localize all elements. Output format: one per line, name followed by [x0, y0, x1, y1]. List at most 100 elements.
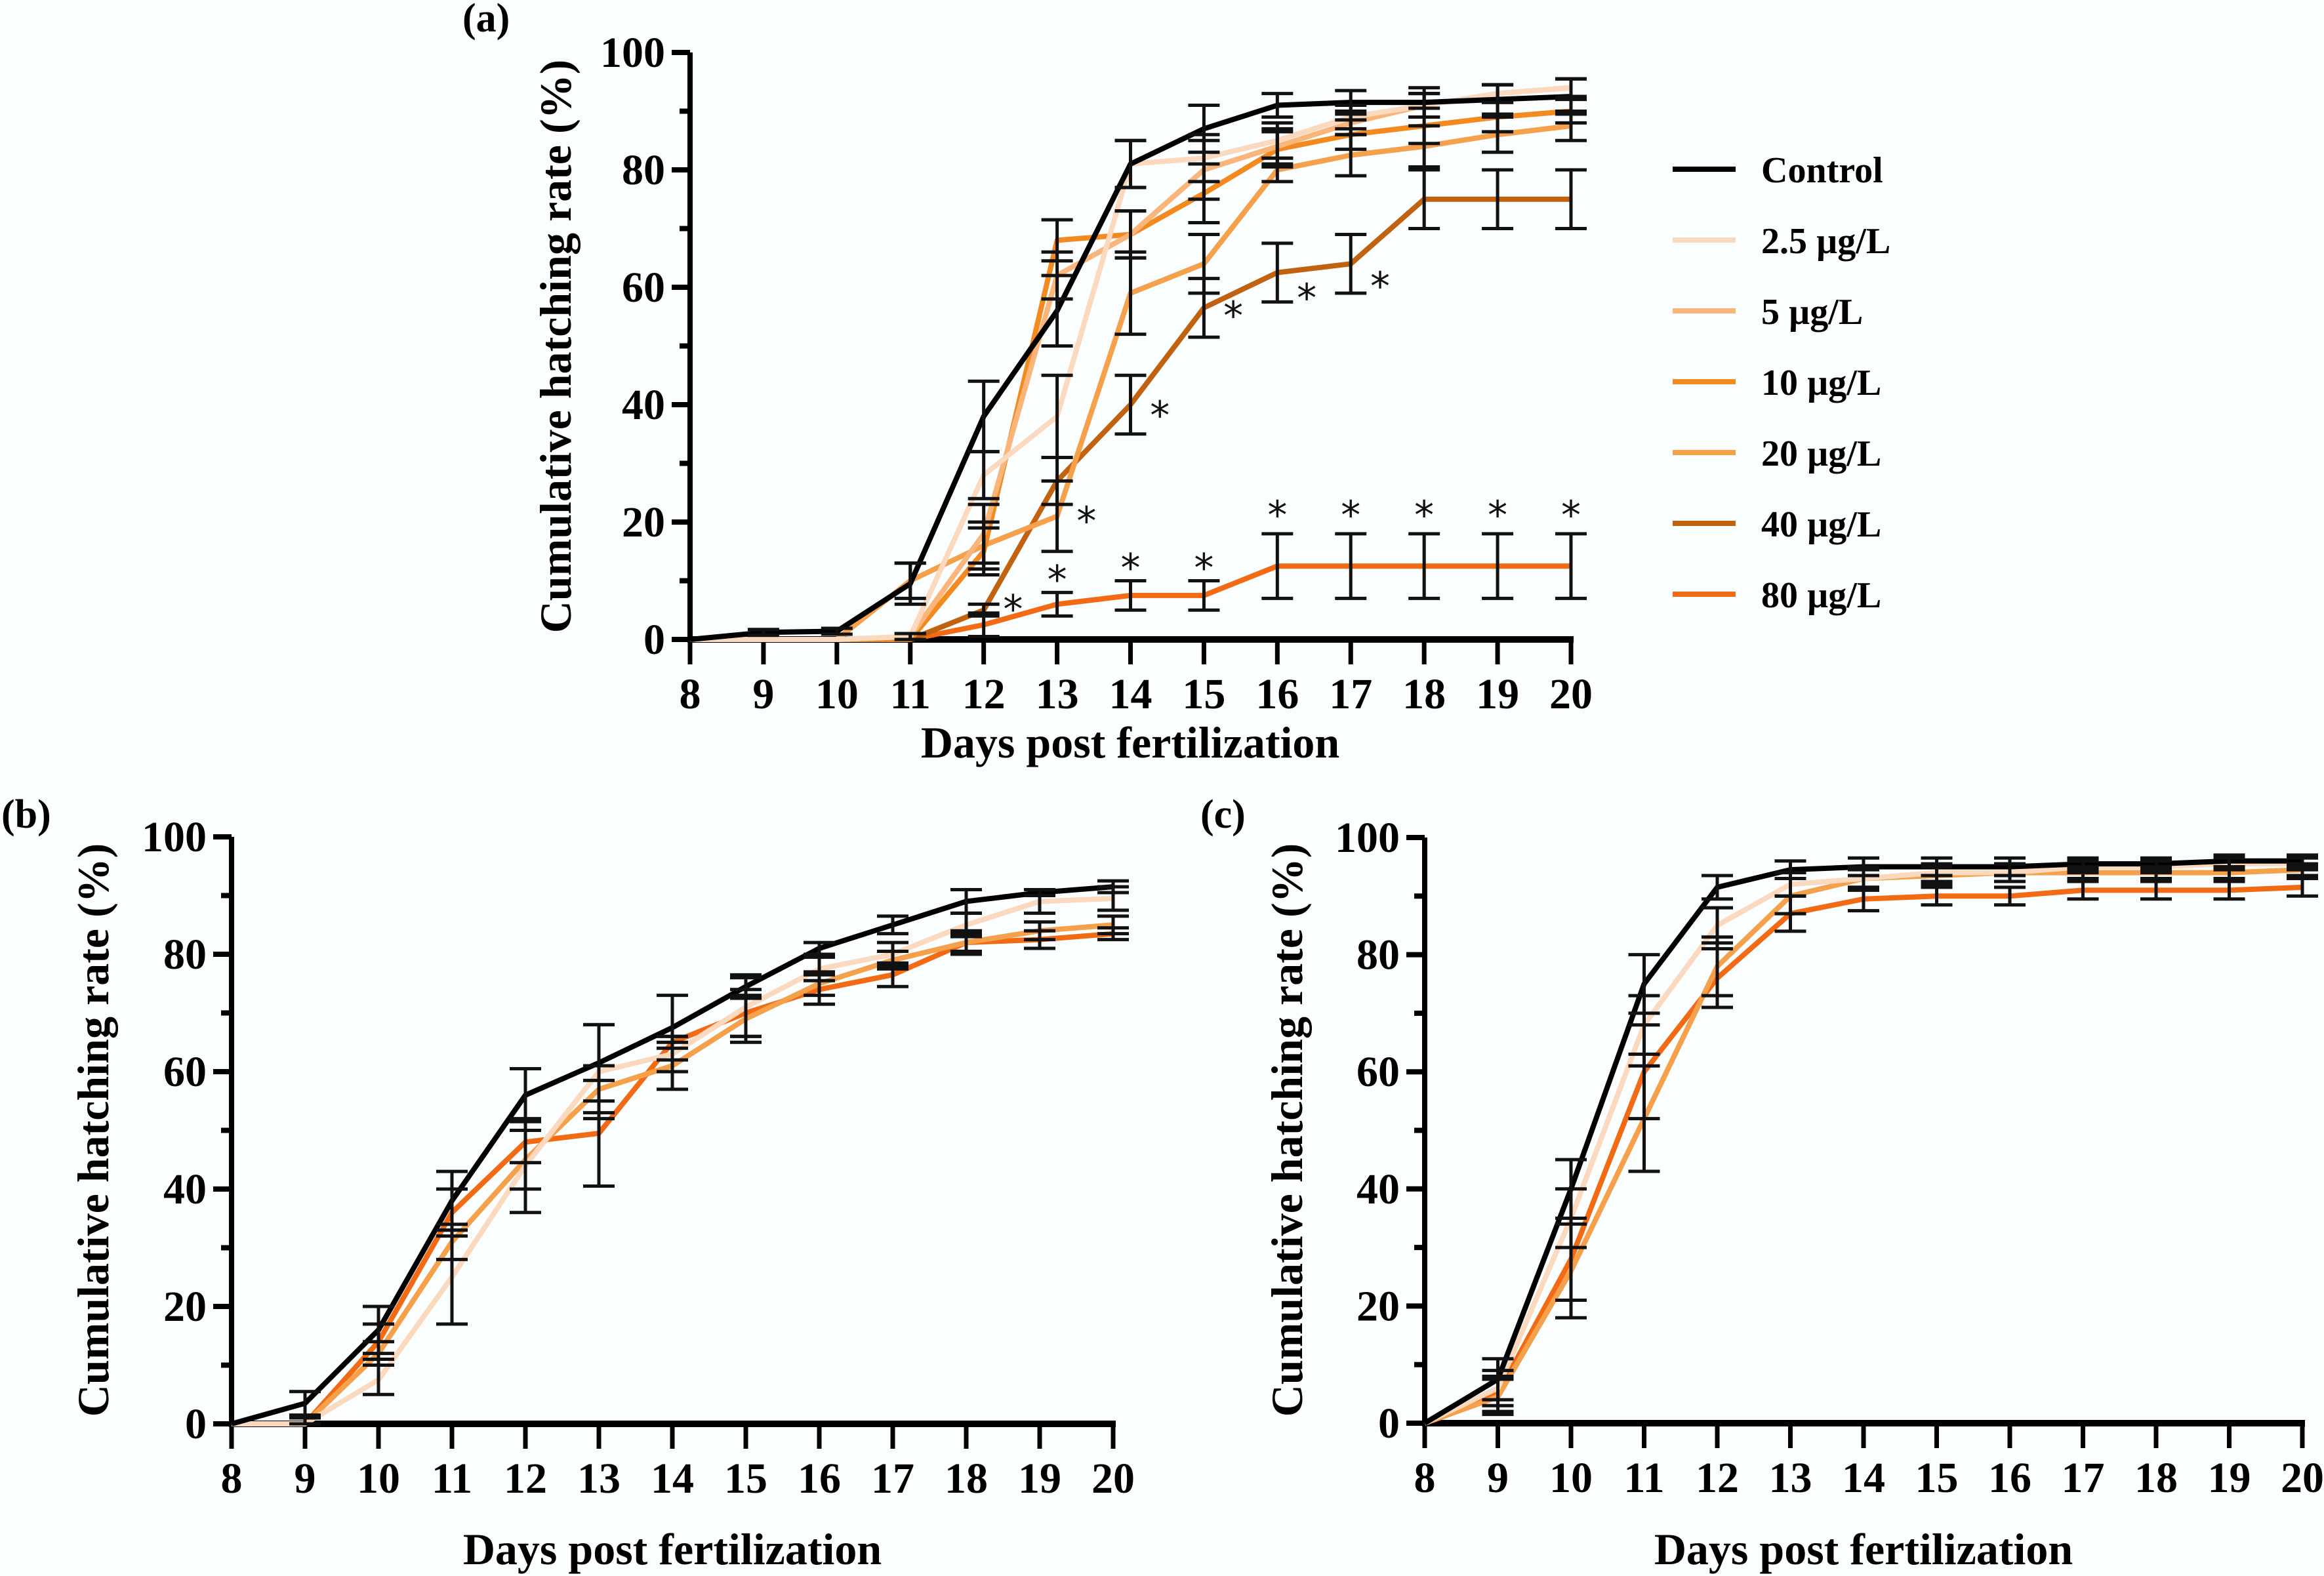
- significance-marker: *: [1341, 493, 1360, 538]
- significance-marker: *: [1194, 546, 1213, 592]
- error-bar: [1261, 532, 1294, 600]
- error-bar: [2067, 879, 2099, 901]
- error-bar: [2140, 879, 2172, 901]
- error-bar: [363, 1364, 394, 1396]
- error-bar: [1408, 532, 1440, 600]
- error-bar: [436, 1228, 468, 1326]
- panel-c: (c) Cumulative hatching rate (%) Days po…: [1200, 792, 2324, 1574]
- legend-label: 2.5 µg/L: [1761, 221, 1890, 262]
- legend-item: 40 µg/L: [1673, 504, 1881, 545]
- panel-c-x-axis-title: Days post fertilization: [1654, 1524, 2073, 1574]
- error-bar: [804, 940, 835, 956]
- error-bar: [510, 1117, 541, 1215]
- error-bar: [1482, 168, 1514, 230]
- error-bar: [1114, 209, 1147, 260]
- error-bar: [730, 973, 762, 1000]
- x-tick-label: 10: [815, 670, 859, 718]
- error-bars: [747, 77, 1587, 641]
- error-bar: [2287, 853, 2318, 869]
- x-tick-label: 16: [1255, 670, 1299, 718]
- error-bar: [1555, 168, 1587, 230]
- error-bar: [1335, 232, 1367, 295]
- y-tick-label: 80: [163, 931, 207, 979]
- x-tick-label: 15: [1182, 670, 1225, 718]
- error-bar: [2213, 879, 2245, 901]
- error-bar: [968, 379, 1000, 454]
- error-bar: [2067, 856, 2099, 872]
- x-tick-label: 18: [945, 1455, 988, 1503]
- significance-marker: *: [1048, 557, 1067, 603]
- y-tick-label: 100: [1335, 814, 1400, 862]
- series-lines: [1423, 858, 2303, 1426]
- y-tick-label: 0: [1378, 1400, 1400, 1447]
- y-tick-label: 40: [163, 1165, 207, 1213]
- significance-marker: *: [1121, 546, 1141, 592]
- legend-item: Control: [1673, 150, 1883, 191]
- y-tick-label: 20: [163, 1283, 207, 1331]
- legend-label: 5 µg/L: [1761, 292, 1863, 333]
- series-line-control: [1423, 858, 2302, 1426]
- panel-a-axes: 0 20 40 60 80 100 8 9 10 11 12 13 14 15 16 17 18 19 20: [600, 29, 1593, 718]
- error-bar: [894, 632, 926, 641]
- panel-a-x-axis-title: Days post fertilization: [921, 717, 1339, 767]
- panel-b-label: (b): [1, 792, 51, 837]
- significance-marker: *: [1003, 586, 1023, 632]
- panel-a-series: [689, 77, 1587, 642]
- y-tick-label: 60: [622, 264, 665, 312]
- significance-marker: *: [1076, 498, 1096, 544]
- x-tick-label: 14: [1842, 1454, 1885, 1502]
- error-bar: [1555, 1158, 1587, 1220]
- x-tick-label: 11: [432, 1455, 472, 1503]
- significance-marker: *: [1223, 293, 1243, 339]
- panel-c-label: (c): [1200, 792, 1246, 837]
- x-tick-label: 13: [1769, 1454, 1812, 1502]
- error-bar: [1041, 590, 1073, 618]
- y-tick-label: 60: [163, 1048, 207, 1096]
- x-tick-label: 16: [1988, 1454, 2031, 1502]
- error-bar: [1041, 479, 1073, 554]
- legend-item: 80 µg/L: [1673, 575, 1881, 616]
- error-bar: [1335, 89, 1367, 116]
- y-tick-label: 60: [1356, 1048, 1400, 1096]
- error-bar: [1628, 953, 1660, 1015]
- error-bar: [1261, 92, 1294, 119]
- error-bar: [289, 1416, 321, 1426]
- error-bar: [1024, 888, 1055, 897]
- error-bar: [657, 994, 688, 1062]
- x-tick-label: 17: [1329, 670, 1372, 718]
- x-tick-label: 14: [1109, 670, 1152, 718]
- error-bar: [1994, 885, 2026, 907]
- error-bar: [894, 561, 926, 606]
- y-tick-label: 100: [600, 29, 665, 77]
- y-tick-label: 40: [1356, 1165, 1400, 1213]
- error-bar: [289, 1390, 321, 1417]
- x-tick-label: 13: [1036, 670, 1079, 718]
- x-tick-label: 17: [871, 1455, 914, 1503]
- x-tick-label: 15: [724, 1455, 767, 1503]
- legend-label: Control: [1761, 150, 1883, 191]
- series-line-2-5-g-l: [1423, 861, 2302, 1426]
- panel-b-series: [230, 879, 1129, 1426]
- error-bars: [289, 879, 1129, 1426]
- legend-item: 2.5 µg/L: [1673, 221, 1890, 262]
- error-bar: [1774, 859, 1806, 881]
- x-tick-label: 8: [221, 1455, 243, 1503]
- x-tick-label: 11: [890, 670, 931, 718]
- legend-item: 10 µg/L: [1673, 363, 1881, 403]
- error-bar: [877, 914, 908, 936]
- x-tick-label: 16: [798, 1455, 841, 1503]
- series-line-20-g-l: [1423, 867, 2303, 1426]
- y-tick-label: 0: [185, 1400, 207, 1448]
- significance-marker: *: [1488, 493, 1507, 538]
- x-tick-label: 8: [680, 670, 701, 718]
- significance-marker: *: [1561, 493, 1581, 538]
- x-tick-label: 19: [2208, 1454, 2251, 1502]
- y-tick-label: 80: [622, 146, 665, 194]
- panel-b: (b) Cumulative hatching rate (%) Days po…: [1, 792, 1135, 1574]
- error-bar: [1628, 1064, 1660, 1173]
- legend-label: 10 µg/L: [1761, 363, 1881, 403]
- y-tick-label: 20: [1356, 1282, 1400, 1330]
- legend-label: 80 µg/L: [1761, 575, 1881, 616]
- error-bar: [1702, 874, 1733, 901]
